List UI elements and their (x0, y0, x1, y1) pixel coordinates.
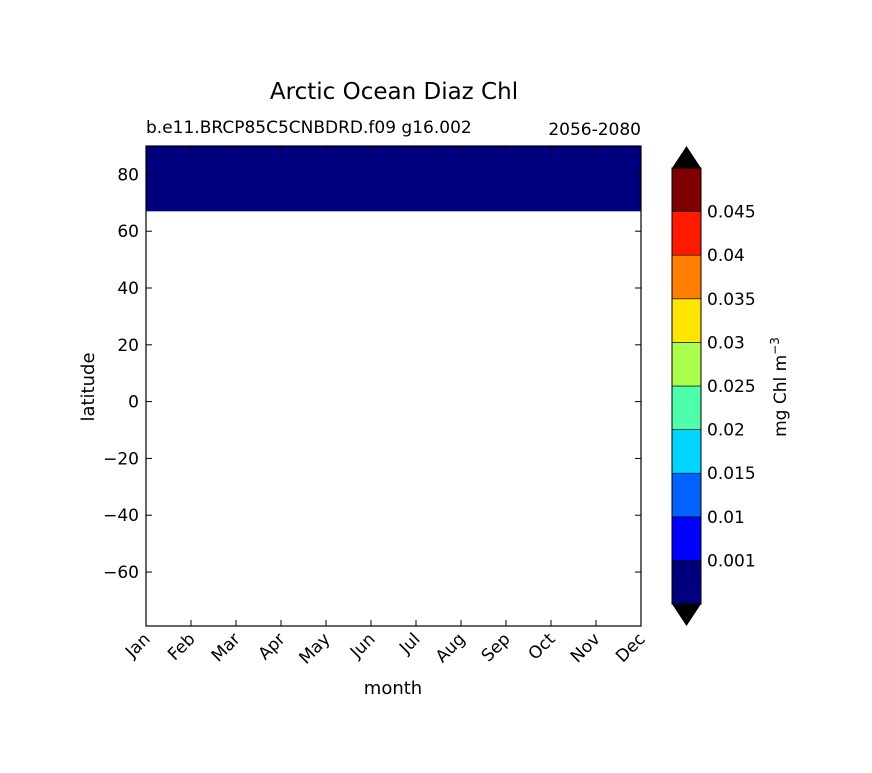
colorbar-tick-label: 0.04 (707, 246, 745, 266)
colorbar-segment (671, 254, 702, 300)
x-ticks: Jan Feb Mar Apr May Jun Jul Aug Sep Oct Nov Dec (121, 146, 650, 668)
x-tick-label: Jan (121, 629, 154, 662)
colorbar-segment (671, 560, 702, 605)
x-tick-label: Nov (567, 629, 605, 667)
x-tick-label: Dec (612, 629, 649, 666)
x-tick-label: Jul (395, 629, 424, 658)
x-axis-label: month (364, 678, 422, 699)
colorbar-label: mg Chl m−3 (768, 337, 791, 437)
colorbar: 0.001 0.01 0.015 0.02 0.025 0.03 0.035 0.04 0.04… (671, 146, 756, 626)
y-tick-label: −60 (103, 563, 139, 583)
y-tick-label: −40 (103, 506, 139, 526)
y-ticks: 80 60 40 20 0 −20 −40 −60 (103, 165, 641, 583)
colorbar-segment (671, 298, 702, 343)
colorbar-segment (671, 472, 702, 518)
colorbar-extend-min (672, 604, 701, 626)
filled-region (146, 146, 641, 212)
y-tick-label: 60 (117, 222, 139, 242)
colorbar-tick-label: 0.001 (707, 551, 756, 571)
colorbar-segment (671, 342, 702, 387)
colorbar-tick-label: 0.02 (707, 421, 745, 441)
colorbar-segment (671, 211, 702, 256)
x-tick-label: Sep (478, 629, 515, 666)
y-tick-label: 80 (117, 165, 139, 185)
colorbar-segment (671, 429, 702, 474)
y-tick-label: 40 (117, 279, 139, 299)
colorbar-segment (671, 167, 702, 212)
colorbar-tick-label: 0.025 (707, 377, 756, 397)
colorbar-tick-label: 0.035 (707, 290, 756, 310)
colorbar-label-superscript: −3 (768, 337, 782, 355)
colorbar-label-text: mg Chl m (771, 355, 791, 437)
plot-frame (145, 145, 642, 627)
x-tick-label: Jun (346, 629, 380, 663)
chart-title: Arctic Ocean Diaz Chl (270, 79, 518, 105)
x-tick-label: May (296, 629, 335, 668)
y-tick-label: −20 (103, 449, 139, 469)
colorbar-tick-label: 0.01 (707, 508, 745, 528)
colorbar-frame (671, 167, 702, 605)
colorbar-tick-label: 0.015 (707, 464, 756, 484)
x-tick-label: Mar (208, 629, 245, 666)
colorbar-tick-label: 0.03 (707, 333, 745, 353)
x-tick-label: Apr (255, 629, 290, 664)
chart-subtitle-right: 2056-2080 (548, 120, 641, 140)
colorbar-segment (671, 385, 702, 430)
x-tick-label: Oct (525, 629, 560, 664)
colorbar-segment (671, 516, 702, 561)
y-axis-label: latitude (78, 352, 99, 421)
x-tick-label: Aug (432, 629, 470, 667)
y-tick-label: 0 (128, 393, 139, 413)
plot-area (145, 145, 642, 627)
chart-subtitle-left: b.e11.BRCP85C5CNBDRD.f09 g16.002 (146, 118, 472, 138)
y-tick-label: 20 (117, 336, 139, 356)
x-tick-label: Feb (164, 629, 199, 664)
colorbar-extend-max (672, 146, 701, 168)
colorbar-tick-label: 0.045 (707, 203, 756, 223)
